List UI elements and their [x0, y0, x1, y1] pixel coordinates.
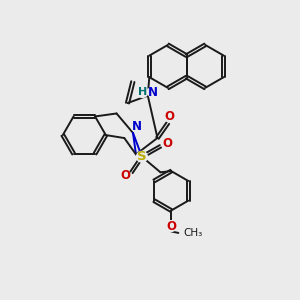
Text: O: O [164, 110, 174, 123]
Circle shape [119, 170, 130, 181]
Circle shape [148, 87, 159, 98]
Circle shape [137, 87, 148, 98]
Text: N: N [132, 120, 142, 133]
Circle shape [131, 121, 142, 132]
Text: H: H [138, 87, 147, 97]
Circle shape [166, 221, 177, 231]
Circle shape [162, 138, 172, 149]
Text: O: O [120, 169, 130, 182]
Circle shape [136, 152, 147, 162]
Text: O: O [166, 220, 176, 232]
Circle shape [164, 111, 175, 122]
Text: CH₃: CH₃ [184, 228, 203, 238]
Text: N: N [148, 85, 158, 99]
Text: O: O [162, 137, 172, 150]
Text: S: S [137, 150, 147, 163]
